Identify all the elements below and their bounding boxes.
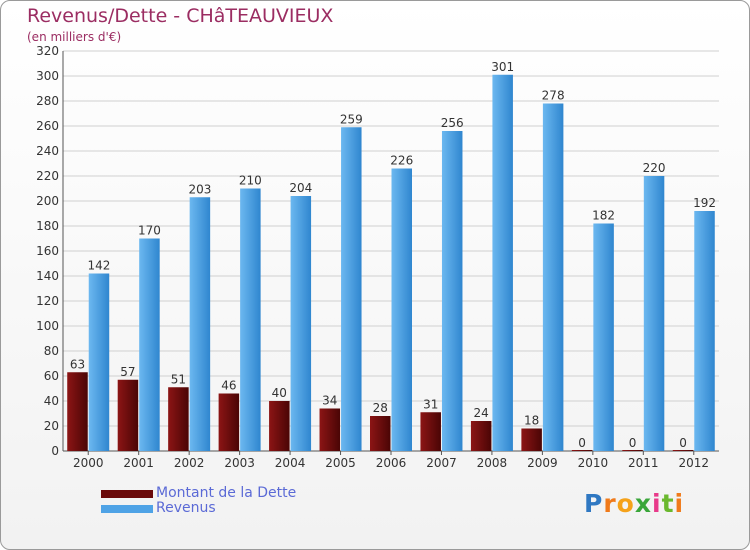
bar-dette: [67, 372, 88, 451]
x-tick-label: 2011: [628, 456, 659, 470]
data-label-revenus: 259: [340, 112, 363, 126]
bar-revenus: [441, 131, 463, 451]
legend-label-revenus: Revenus: [156, 500, 216, 516]
x-tick-label: 2007: [426, 456, 457, 470]
data-label-dette: 57: [120, 365, 135, 379]
bar-dette: [521, 428, 542, 451]
logo-letter: i: [674, 489, 685, 518]
x-tick-label: 2008: [477, 456, 508, 470]
bar-revenus: [542, 103, 564, 451]
data-label-revenus: 256: [441, 116, 464, 130]
y-tick-label: 40: [44, 394, 59, 408]
data-label-dette: 0: [679, 436, 687, 450]
data-label-dette: 40: [272, 386, 287, 400]
legend-swatch-dette: [101, 490, 153, 498]
bar-dette: [319, 408, 341, 451]
y-tick-label: 100: [36, 319, 59, 333]
bar-revenus: [88, 273, 110, 451]
data-label-dette: 46: [221, 379, 236, 393]
legend-swatch-revenus: [101, 505, 153, 513]
proxiti-logo: Proxiti: [584, 489, 684, 518]
bar-revenus: [593, 223, 614, 451]
data-label-revenus: 192: [693, 196, 716, 210]
bar-dette: [117, 379, 139, 451]
x-tick-label: 2010: [578, 456, 609, 470]
logo-letter: x: [634, 489, 652, 518]
data-label-dette: 63: [70, 357, 85, 371]
x-tick-label: 2000: [73, 456, 104, 470]
y-tick-label: 120: [36, 294, 59, 308]
y-tick-label: 200: [36, 194, 59, 208]
data-label-revenus: 204: [289, 181, 312, 195]
y-tick-label: 0: [51, 444, 59, 458]
y-tick-label: 80: [44, 344, 59, 358]
x-tick-label: 2001: [123, 456, 154, 470]
bar-dette: [470, 421, 492, 451]
bar-dette: [269, 401, 290, 451]
data-label-revenus: 278: [542, 89, 565, 103]
data-label-revenus: 182: [592, 209, 615, 223]
data-label-dette: 18: [524, 414, 539, 428]
bar-dette: [168, 387, 189, 451]
y-tick-label: 260: [36, 119, 59, 133]
chart-title: Revenus/Dette - CHâTEAUVIEUX: [27, 5, 334, 27]
y-tick-label: 320: [36, 44, 59, 58]
logo-letter: r: [603, 489, 617, 518]
bar-dette: [218, 393, 240, 451]
data-label-dette: 0: [629, 436, 637, 450]
y-tick-label: 160: [36, 244, 59, 258]
bar-revenus: [391, 168, 412, 451]
bar-dette: [672, 450, 694, 451]
bar-dette: [420, 412, 441, 451]
x-tick-label: 2006: [376, 456, 407, 470]
data-label-dette: 28: [373, 401, 388, 415]
x-tick-label: 2005: [325, 456, 356, 470]
bar-dette: [370, 416, 391, 451]
y-tick-label: 220: [36, 169, 59, 183]
x-tick-label: 2004: [275, 456, 306, 470]
y-tick-label: 140: [36, 269, 59, 283]
logo-letter: i: [652, 489, 662, 518]
bar-revenus: [492, 74, 513, 451]
logo-letter: t: [661, 489, 675, 518]
data-label-dette: 24: [474, 406, 489, 420]
data-label-revenus: 301: [491, 60, 514, 74]
legend-label-dette: Montant de la Dette: [156, 485, 297, 501]
data-label-revenus: 210: [239, 174, 262, 188]
y-tick-label: 280: [36, 94, 59, 108]
bar-revenus: [694, 211, 715, 451]
data-label-dette: 31: [423, 397, 438, 411]
bar-revenus: [240, 188, 261, 451]
x-tick-label: 2009: [527, 456, 558, 470]
data-label-revenus: 220: [643, 161, 666, 175]
bar-revenus: [290, 196, 312, 451]
bar-revenus: [341, 127, 362, 451]
y-tick-label: 60: [44, 369, 59, 383]
y-tick-label: 240: [36, 144, 59, 158]
x-tick-label: 2002: [174, 456, 205, 470]
data-label-dette: 51: [171, 372, 186, 386]
data-label-dette: 34: [322, 394, 337, 408]
y-tick-label: 180: [36, 219, 59, 233]
bar-dette: [571, 450, 593, 451]
data-label-revenus: 226: [390, 154, 413, 168]
data-label-revenus: 170: [138, 224, 161, 238]
logo-letter: o: [616, 489, 635, 518]
y-tick-label: 300: [36, 69, 59, 83]
y-tick-label: 20: [44, 419, 59, 433]
data-label-dette: 0: [578, 436, 586, 450]
chart-subtitle: (en milliers d'€): [27, 30, 122, 44]
bar-revenus: [643, 176, 665, 451]
x-tick-label: 2012: [678, 456, 709, 470]
bar-revenus: [139, 238, 160, 451]
x-tick-label: 2003: [224, 456, 255, 470]
data-label-revenus: 203: [188, 182, 211, 196]
bar-dette: [622, 450, 643, 451]
bar-revenus: [189, 197, 211, 451]
data-label-revenus: 142: [88, 259, 111, 273]
logo-letter: P: [584, 489, 604, 518]
